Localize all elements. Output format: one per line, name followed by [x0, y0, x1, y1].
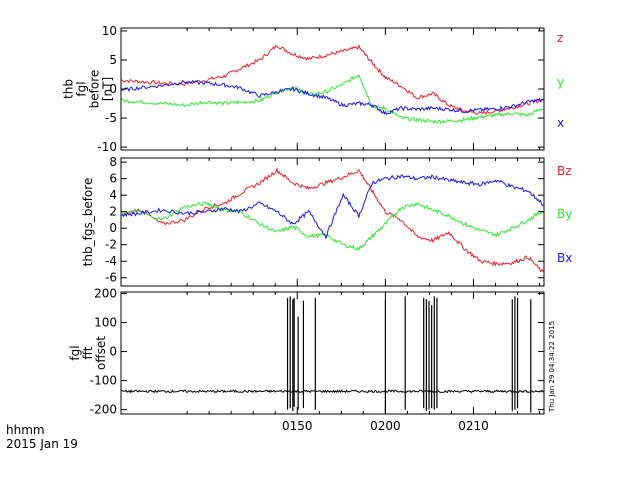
y-axis-label: fft [81, 346, 95, 359]
y-tick-label: -100 [90, 374, 117, 388]
y-tick-label: 200 [94, 286, 117, 300]
panel-3: 200 100 0 -100 -200 0150 0200 0210 fgl fft offset [68, 286, 545, 433]
panel-2: 8 6 4 2 0 -2 -4 -6 thb_fgs_before Bz By Bx [81, 155, 572, 287]
panel-plot-area [121, 167, 544, 274]
panel-plot-area [121, 43, 544, 125]
series-line-Bx [121, 174, 544, 240]
legend-label-Bx: Bx [557, 251, 572, 265]
panel-1: 10 5 0 -5 -10 thb fgl before [nT] z y x [62, 24, 565, 154]
legend-label-z: z [557, 31, 563, 45]
date-label: 2015 Jan 19 [6, 437, 78, 451]
y-axis-label: thb [62, 79, 76, 99]
legend-label-x: x [557, 116, 564, 130]
y-tick-label: 8 [109, 155, 117, 169]
series-line-Bz [121, 167, 544, 274]
y-tick-label: 6 [109, 172, 117, 186]
y-tick-label: 10 [102, 24, 117, 38]
y-tick-label: 5 [109, 53, 117, 67]
y-tick-label: -2 [105, 238, 117, 252]
legend-label-y: y [557, 75, 564, 89]
y-tick-label: 0 [109, 221, 117, 235]
y-axis-label: fgl [75, 81, 89, 96]
y-axis-label: offset [94, 336, 108, 370]
y-tick-label: 0 [109, 82, 117, 96]
y-tick-label: 100 [94, 316, 117, 330]
x-tick-label: 0200 [370, 419, 401, 433]
x-tick-label: 0210 [458, 419, 489, 433]
series-line-x [121, 79, 544, 116]
series-line-z [121, 43, 544, 116]
y-axis-label: [nT] [101, 77, 115, 101]
series-line-By [121, 201, 544, 252]
panel-plot-area [121, 296, 544, 413]
legend-label-By: By [557, 207, 572, 221]
time-format-label: hhmm [6, 423, 45, 437]
y-tick-label: -5 [105, 111, 117, 125]
series-line-y [121, 73, 544, 125]
x-tick-label: 0150 [282, 419, 313, 433]
creation-stamp: Thu Jan 29 04:34:22 2015 [548, 321, 556, 413]
y-axis-label: thb_fgs_before [81, 178, 95, 267]
y-tick-label: -4 [105, 254, 117, 268]
legend-label-Bz: Bz [557, 164, 572, 178]
panel-frame [120, 27, 545, 151]
offset-baseline [121, 389, 544, 394]
panel-frame [120, 157, 545, 287]
y-tick-label: 0 [109, 345, 117, 359]
y-axis-label: before [88, 70, 102, 109]
y-axis-label: fgl [68, 345, 82, 360]
y-tick-label: 2 [109, 205, 117, 219]
y-tick-label: -200 [90, 403, 117, 417]
y-tick-label: -6 [105, 271, 117, 285]
y-tick-label: -10 [97, 140, 117, 154]
y-tick-label: 4 [109, 188, 117, 202]
panel-frame [120, 291, 545, 415]
